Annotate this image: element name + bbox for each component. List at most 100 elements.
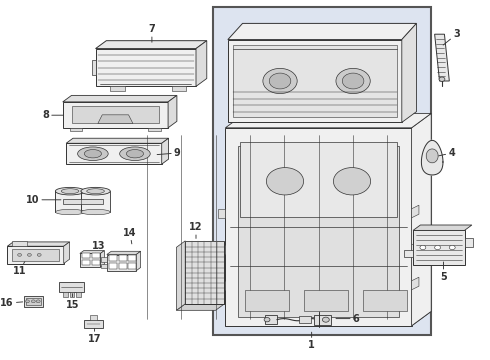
Polygon shape: [136, 251, 141, 271]
Ellipse shape: [55, 187, 85, 195]
Polygon shape: [92, 253, 100, 258]
Polygon shape: [218, 209, 225, 218]
Text: 7: 7: [148, 24, 155, 42]
Polygon shape: [98, 115, 133, 123]
Polygon shape: [66, 143, 162, 164]
FancyBboxPatch shape: [213, 7, 431, 335]
Circle shape: [449, 246, 455, 250]
Circle shape: [264, 318, 270, 322]
Polygon shape: [162, 138, 169, 164]
Polygon shape: [238, 146, 399, 317]
Polygon shape: [12, 241, 27, 246]
Circle shape: [31, 300, 35, 303]
Text: 4: 4: [438, 148, 455, 158]
Polygon shape: [59, 282, 84, 292]
Ellipse shape: [87, 189, 104, 194]
Polygon shape: [110, 86, 125, 91]
Ellipse shape: [81, 187, 110, 195]
Polygon shape: [90, 315, 98, 320]
Circle shape: [36, 300, 40, 303]
Circle shape: [322, 317, 329, 322]
Text: 15: 15: [66, 294, 79, 310]
Text: 12: 12: [189, 222, 203, 238]
Text: 16: 16: [0, 298, 23, 308]
Text: 6: 6: [336, 314, 360, 324]
Polygon shape: [81, 191, 110, 212]
Text: 5: 5: [440, 262, 447, 282]
Polygon shape: [63, 102, 168, 128]
Circle shape: [263, 68, 297, 94]
Text: 14: 14: [123, 228, 137, 244]
Text: 10: 10: [25, 195, 61, 205]
Polygon shape: [185, 241, 224, 304]
Polygon shape: [265, 315, 277, 324]
Polygon shape: [128, 255, 136, 261]
Circle shape: [267, 167, 304, 195]
Polygon shape: [100, 251, 104, 267]
Polygon shape: [109, 263, 117, 269]
Polygon shape: [55, 191, 85, 212]
Polygon shape: [101, 264, 107, 268]
Text: 17: 17: [88, 329, 101, 344]
Text: 9: 9: [157, 148, 181, 158]
Polygon shape: [80, 253, 100, 267]
Polygon shape: [168, 95, 177, 128]
Polygon shape: [63, 199, 103, 204]
Polygon shape: [80, 251, 104, 253]
Polygon shape: [299, 316, 311, 323]
Polygon shape: [218, 281, 225, 290]
Polygon shape: [101, 257, 107, 262]
Text: 3: 3: [443, 29, 460, 45]
Polygon shape: [225, 113, 431, 128]
Polygon shape: [225, 311, 431, 326]
Circle shape: [18, 253, 22, 256]
Text: 13: 13: [92, 240, 105, 254]
Polygon shape: [107, 255, 136, 271]
Polygon shape: [172, 86, 186, 91]
Circle shape: [37, 253, 41, 256]
Polygon shape: [233, 45, 397, 117]
Polygon shape: [465, 238, 473, 247]
Ellipse shape: [55, 210, 85, 215]
Polygon shape: [92, 260, 100, 265]
Polygon shape: [176, 241, 185, 310]
Polygon shape: [402, 23, 416, 122]
Polygon shape: [225, 128, 412, 326]
Polygon shape: [63, 292, 68, 297]
FancyBboxPatch shape: [304, 290, 348, 311]
Polygon shape: [70, 292, 74, 297]
Text: 8: 8: [42, 110, 63, 120]
Polygon shape: [26, 298, 41, 305]
Polygon shape: [107, 251, 141, 255]
Circle shape: [420, 246, 426, 250]
Polygon shape: [196, 41, 207, 86]
Polygon shape: [119, 263, 126, 269]
Polygon shape: [404, 250, 413, 257]
Polygon shape: [96, 41, 207, 49]
Circle shape: [439, 77, 445, 81]
Polygon shape: [64, 242, 70, 264]
Ellipse shape: [84, 149, 101, 158]
Ellipse shape: [126, 149, 144, 158]
Text: 1: 1: [308, 332, 315, 350]
Polygon shape: [12, 249, 59, 261]
Ellipse shape: [81, 210, 110, 215]
Polygon shape: [412, 277, 419, 290]
Polygon shape: [7, 246, 64, 264]
Polygon shape: [66, 138, 169, 143]
Polygon shape: [413, 230, 465, 265]
Polygon shape: [96, 49, 196, 86]
Polygon shape: [72, 106, 159, 123]
Circle shape: [343, 73, 364, 89]
Polygon shape: [435, 34, 449, 81]
Polygon shape: [84, 320, 103, 328]
Polygon shape: [412, 205, 419, 218]
Polygon shape: [426, 149, 438, 163]
Polygon shape: [82, 253, 90, 258]
Polygon shape: [314, 315, 331, 325]
Polygon shape: [421, 140, 443, 175]
Text: 11: 11: [13, 260, 26, 276]
Polygon shape: [70, 128, 82, 131]
Polygon shape: [176, 304, 224, 310]
Polygon shape: [109, 255, 117, 261]
